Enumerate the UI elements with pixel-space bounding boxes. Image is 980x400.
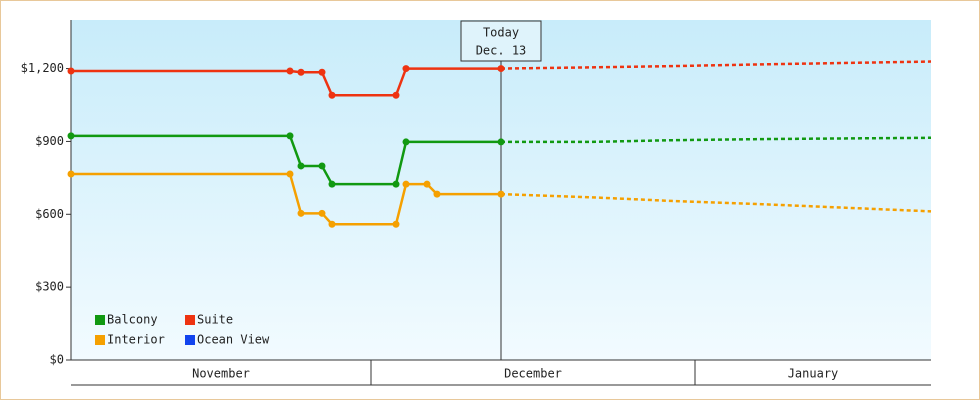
point xyxy=(433,190,441,198)
y-tick-label: $900 xyxy=(35,134,64,148)
point xyxy=(423,180,431,188)
point xyxy=(318,68,326,76)
series-line xyxy=(71,172,501,226)
point xyxy=(286,132,294,140)
point xyxy=(67,170,75,178)
legend-swatch xyxy=(95,335,105,345)
point xyxy=(297,209,305,217)
point xyxy=(402,65,410,73)
point xyxy=(286,170,294,178)
point xyxy=(497,138,505,146)
point xyxy=(392,180,400,188)
y-tick-label: $1,200 xyxy=(21,61,64,75)
point xyxy=(318,209,326,217)
x-tick-label: January xyxy=(788,367,839,381)
legend-swatch xyxy=(95,315,105,325)
point xyxy=(328,180,336,188)
today-label: Today xyxy=(483,26,519,40)
point xyxy=(297,68,305,76)
y-tick-label: $0 xyxy=(50,353,64,367)
x-tick-label: November xyxy=(192,367,250,381)
today-label: Dec. 13 xyxy=(476,44,527,58)
forecast-line xyxy=(500,60,932,70)
point xyxy=(328,220,336,228)
forecast-line xyxy=(500,192,932,213)
series-line xyxy=(71,134,501,186)
point xyxy=(392,220,400,228)
point xyxy=(402,180,410,188)
forecast-line xyxy=(501,136,932,144)
x-tick-label: December xyxy=(504,367,562,381)
point xyxy=(402,138,410,146)
legend-label: Ocean View xyxy=(197,333,270,347)
point xyxy=(392,91,400,99)
point xyxy=(328,91,336,99)
point xyxy=(497,65,505,73)
point xyxy=(497,190,505,198)
legend-swatch xyxy=(185,335,195,345)
today-box xyxy=(460,20,542,62)
point xyxy=(286,67,294,75)
legend-label: Suite xyxy=(197,313,233,327)
y-tick-label: $600 xyxy=(35,207,64,221)
point xyxy=(297,162,305,170)
y-tick-label: $300 xyxy=(35,280,64,294)
legend-label: Interior xyxy=(107,333,165,347)
point xyxy=(67,67,75,75)
point xyxy=(318,162,326,170)
point xyxy=(67,132,75,140)
legend-swatch xyxy=(185,315,195,325)
legend-label: Balcony xyxy=(107,313,158,327)
